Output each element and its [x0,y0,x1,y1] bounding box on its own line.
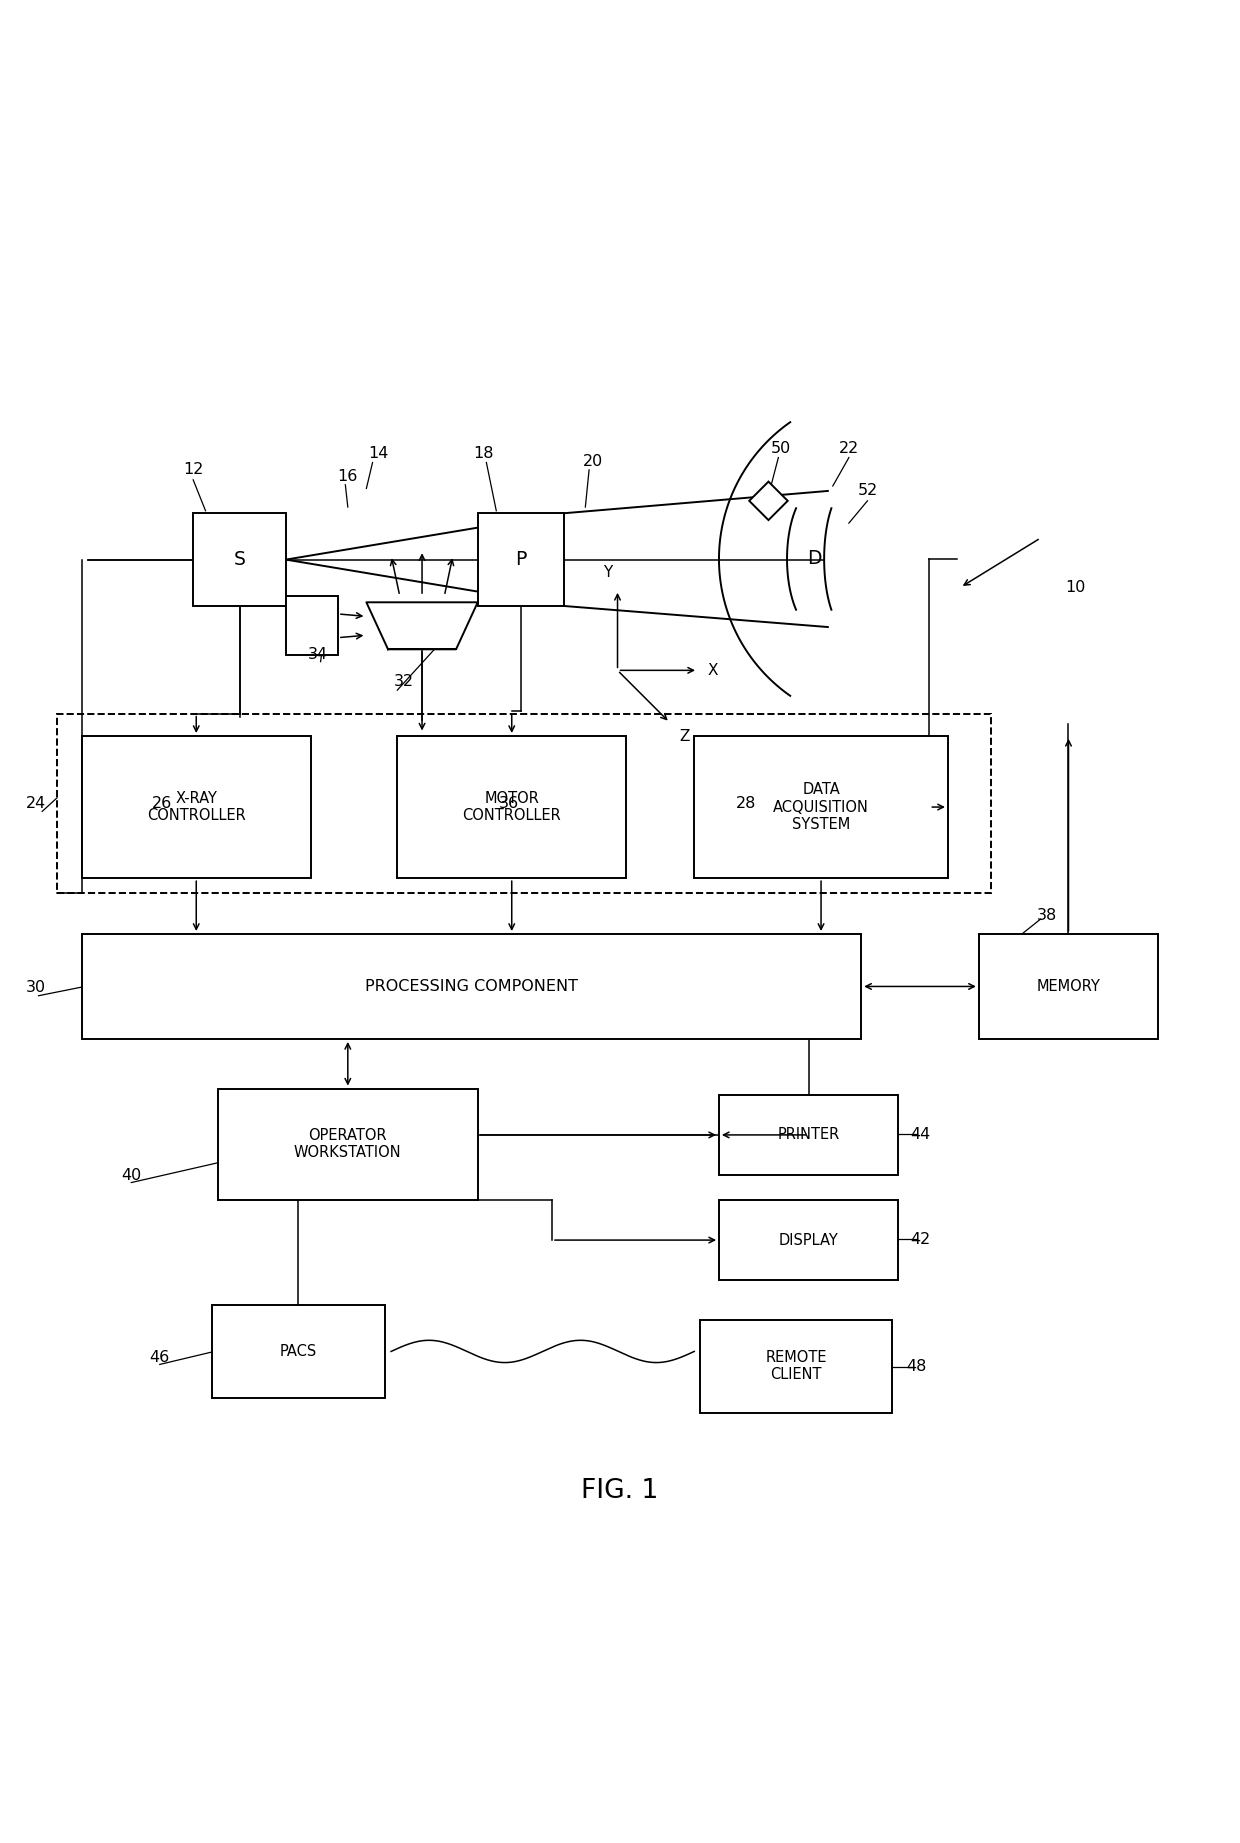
Text: 38: 38 [1037,909,1056,923]
Text: 34: 34 [308,647,329,662]
Text: 22: 22 [838,440,859,457]
Text: 42: 42 [910,1231,931,1248]
Bar [286,595,339,656]
Text: 10: 10 [1065,581,1085,595]
Text: DATA
ACQUISITION
SYSTEM: DATA ACQUISITION SYSTEM [773,781,869,831]
Text: REMOTE
CLIENT: REMOTE CLIENT [765,1351,827,1382]
Bar [82,735,311,879]
Text: 12: 12 [184,463,203,477]
Bar [978,934,1158,1039]
Text: D: D [807,549,821,568]
Text: 28: 28 [737,796,756,811]
Bar [82,934,862,1039]
Bar [719,1200,898,1281]
Text: 24: 24 [26,796,46,811]
Text: MEMORY: MEMORY [1037,979,1100,993]
Bar [397,735,626,879]
Text: 36: 36 [498,796,518,811]
Text: 50: 50 [771,440,791,457]
Bar [218,1089,477,1200]
Text: Z: Z [680,728,691,745]
Text: 26: 26 [153,796,172,811]
Text: 14: 14 [368,446,389,461]
Text: S: S [233,549,246,569]
Text: 52: 52 [857,483,878,498]
Text: 30: 30 [26,980,46,995]
Bar [694,735,947,879]
Text: X-RAY
CONTROLLER: X-RAY CONTROLLER [146,791,246,824]
Text: 44: 44 [910,1126,931,1143]
Text: 20: 20 [583,453,603,468]
Polygon shape [749,481,787,520]
Text: 32: 32 [393,675,414,689]
Text: PACS: PACS [280,1344,317,1358]
Text: 40: 40 [122,1168,141,1183]
Text: Y: Y [603,566,613,581]
Bar [477,512,564,606]
Text: PRINTER: PRINTER [777,1128,839,1143]
Bar [212,1305,384,1397]
Text: X: X [708,663,718,678]
Text: P: P [516,549,527,569]
Text: 16: 16 [337,468,358,483]
Text: DISPLAY: DISPLAY [779,1233,838,1248]
Bar [57,713,991,894]
Text: 18: 18 [474,446,495,461]
Text: FIG. 1: FIG. 1 [582,1478,658,1504]
Text: 46: 46 [150,1349,170,1364]
Text: 48: 48 [906,1360,928,1375]
Bar [701,1320,893,1414]
Bar [193,512,286,606]
Text: OPERATOR
WORKSTATION: OPERATOR WORKSTATION [294,1128,402,1161]
Text: MOTOR
CONTROLLER: MOTOR CONTROLLER [463,791,562,824]
Text: PROCESSING COMPONENT: PROCESSING COMPONENT [365,979,578,993]
Bar [719,1095,898,1176]
